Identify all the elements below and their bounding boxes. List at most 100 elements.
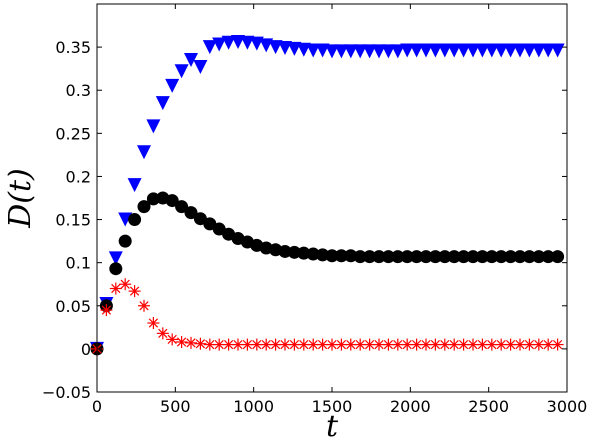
data-point-circle xyxy=(128,213,142,227)
data-point-triangle-down xyxy=(475,43,490,58)
x-tick-label: 500 xyxy=(160,397,191,416)
x-tick-label: 3000 xyxy=(547,397,588,416)
data-point-triangle-down xyxy=(484,43,499,58)
data-point-triangle-down xyxy=(372,44,386,59)
data-point-circle xyxy=(287,245,301,259)
data-point-triangle-down xyxy=(146,119,161,134)
data-point-circle xyxy=(457,250,471,264)
data-point-circle xyxy=(504,250,518,264)
data-point-circle xyxy=(297,246,311,260)
data-point-triangle-down xyxy=(118,212,133,227)
series-triangle-down xyxy=(90,34,565,356)
data-point-circle xyxy=(551,250,565,264)
data-point-circle xyxy=(522,250,536,264)
data-point-asterisk xyxy=(551,338,564,351)
data-point-circle xyxy=(400,250,414,264)
x-tick-label: 1500 xyxy=(312,397,353,416)
series-circle xyxy=(90,191,565,356)
data-point-triangle-down xyxy=(343,44,358,59)
data-point-triangle-down xyxy=(221,35,236,50)
y-axis-label: D(t) xyxy=(3,168,38,229)
data-point-circle xyxy=(306,247,320,261)
data-point-circle xyxy=(541,250,555,264)
data-point-triangle-down xyxy=(428,43,443,58)
data-point-triangle-down xyxy=(325,44,339,59)
data-point-circle xyxy=(532,250,546,264)
data-point-circle xyxy=(325,249,339,263)
data-point-circle xyxy=(485,250,499,264)
data-point-circle xyxy=(466,250,480,264)
y-tick-label: 0.2 xyxy=(66,167,91,186)
data-point-circle xyxy=(278,244,292,258)
data-point-triangle-down xyxy=(353,44,368,59)
data-point-triangle-down xyxy=(447,43,462,58)
data-point-asterisk xyxy=(185,336,197,349)
data-point-circle xyxy=(184,206,198,220)
data-point-triangle-down xyxy=(550,43,565,58)
data-point-triangle-down xyxy=(541,43,556,58)
data-point-triangle-down xyxy=(165,78,180,93)
data-point-circle xyxy=(175,200,189,214)
data-point-circle xyxy=(410,250,424,264)
x-tick-label: 2500 xyxy=(468,397,509,416)
data-point-circle xyxy=(363,250,377,264)
data-point-triangle-down xyxy=(456,43,471,58)
y-tick-label: 0.35 xyxy=(55,38,91,57)
data-point-triangle-down xyxy=(437,43,452,58)
data-point-asterisk xyxy=(100,304,113,317)
y-tick-label: 0.05 xyxy=(55,297,91,316)
data-markers xyxy=(90,34,565,356)
data-point-triangle-down xyxy=(315,43,330,58)
y-tick-label: −0.05 xyxy=(42,383,91,402)
data-point-triangle-down xyxy=(503,43,518,58)
data-point-circle xyxy=(438,250,452,264)
data-point-triangle-down xyxy=(494,43,509,58)
data-point-triangle-down xyxy=(296,42,311,57)
x-tick-label: 2000 xyxy=(390,397,431,416)
x-tick-label: 1000 xyxy=(233,397,274,416)
data-point-triangle-down xyxy=(400,43,415,58)
data-point-asterisk xyxy=(448,338,461,351)
data-point-asterisk xyxy=(128,285,141,298)
x-axis-label: t xyxy=(326,409,339,442)
data-point-triangle-down xyxy=(287,41,302,56)
data-point-triangle-down xyxy=(522,43,537,58)
y-tick-label: 0.25 xyxy=(55,124,91,143)
data-point-triangle-down xyxy=(390,44,405,59)
data-point-triangle-down xyxy=(193,59,208,74)
data-point-asterisk xyxy=(401,338,414,351)
data-point-asterisk xyxy=(429,338,442,351)
data-point-triangle-down xyxy=(174,64,189,79)
data-point-asterisk xyxy=(138,299,150,312)
data-point-circle xyxy=(391,250,405,264)
data-point-asterisk xyxy=(147,317,160,330)
data-point-triangle-down xyxy=(137,145,151,160)
data-point-triangle-down xyxy=(334,44,349,59)
data-point-circle xyxy=(475,250,489,264)
data-point-circle xyxy=(447,250,461,264)
data-point-circle xyxy=(118,234,132,248)
data-point-triangle-down xyxy=(306,43,321,58)
data-point-asterisk xyxy=(373,338,385,351)
data-point-triangle-down xyxy=(184,53,198,68)
y-tick-label: 0 xyxy=(81,340,91,359)
data-point-circle xyxy=(344,249,358,263)
data-point-triangle-down xyxy=(531,43,546,58)
data-point-triangle-down xyxy=(381,44,396,59)
y-tick-label: 0.3 xyxy=(66,81,91,100)
data-point-circle xyxy=(428,250,442,264)
data-point-asterisk xyxy=(194,337,207,350)
data-point-triangle-down xyxy=(127,178,142,193)
data-point-asterisk xyxy=(457,338,470,351)
data-point-circle xyxy=(165,194,179,208)
data-point-triangle-down xyxy=(466,43,480,58)
data-point-triangle-down xyxy=(419,43,433,58)
data-point-circle xyxy=(381,250,395,264)
data-point-triangle-down xyxy=(268,40,283,55)
data-point-asterisk xyxy=(410,338,423,351)
data-point-asterisk xyxy=(382,338,395,351)
data-point-asterisk xyxy=(156,327,169,340)
data-point-triangle-down xyxy=(231,34,245,49)
data-point-circle xyxy=(109,262,123,276)
data-point-asterisk xyxy=(109,282,122,295)
